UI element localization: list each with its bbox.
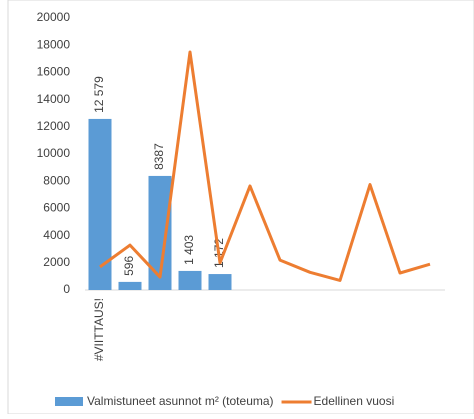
y-tick-label: 2000 bbox=[43, 255, 70, 269]
data-label: 12 579 bbox=[92, 76, 106, 113]
legend-swatch bbox=[55, 397, 83, 406]
y-tick-label: 8000 bbox=[43, 173, 70, 187]
y-tick-label: 14000 bbox=[37, 92, 71, 106]
data-label: 596 bbox=[122, 256, 136, 276]
bar bbox=[118, 281, 142, 290]
bar bbox=[208, 274, 232, 290]
data-label: 8387 bbox=[152, 143, 166, 170]
bar bbox=[88, 118, 112, 290]
x-tick-label: #VIITTAUS! bbox=[92, 298, 106, 361]
data-label: 1 403 bbox=[182, 235, 196, 265]
bar bbox=[178, 270, 202, 290]
y-tick-label: 10000 bbox=[37, 146, 71, 160]
legend-label: Valmistuneet asunnot m² (toteuma) bbox=[87, 394, 274, 408]
bar bbox=[148, 175, 172, 290]
y-tick-label: 12000 bbox=[37, 119, 71, 133]
line bbox=[99, 50, 431, 282]
y-tick-label: 16000 bbox=[37, 65, 71, 79]
y-tick-label: 6000 bbox=[43, 201, 70, 215]
y-tick-label: 4000 bbox=[43, 228, 70, 242]
y-tick-label: 18000 bbox=[37, 37, 71, 51]
legend-label: Edellinen vuosi bbox=[314, 394, 395, 408]
y-tick-label: 20000 bbox=[37, 10, 71, 24]
y-tick-label: 0 bbox=[63, 282, 70, 296]
